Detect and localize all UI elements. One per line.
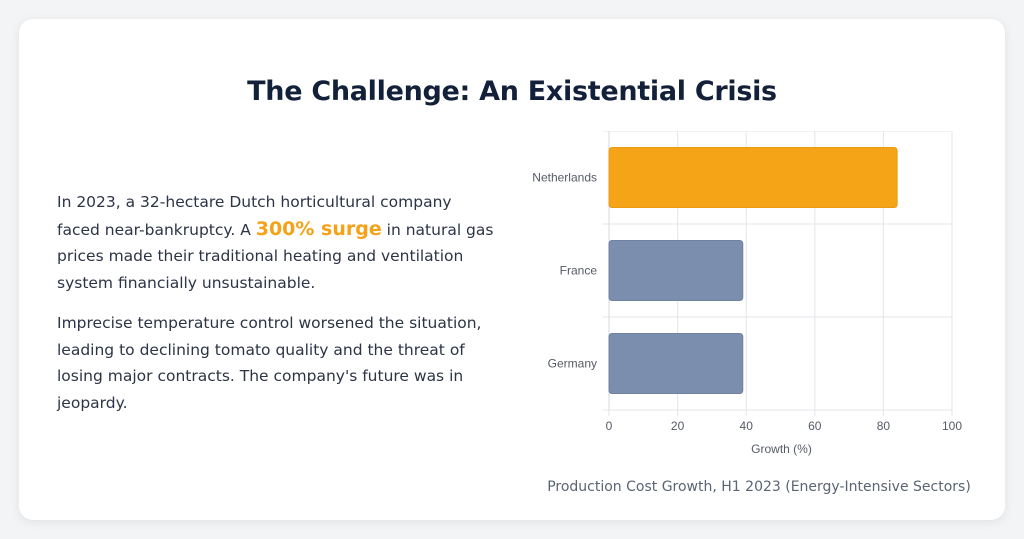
x-tick-label: 80 (877, 419, 891, 433)
x-tick-label: 40 (740, 419, 754, 433)
chart-container: Netherlands France Germany 0 20 40 60 80 100 Grow… (519, 130, 989, 501)
paragraph-1-start: In 2023, a 32-hectare Dutch horticultura… (57, 193, 452, 239)
x-tick-label: 100 (942, 419, 962, 433)
paragraph-1-end: in natural gas prices made their traditi… (57, 220, 494, 292)
content-card: The Challenge: An Existential Crisis In … (19, 19, 1005, 520)
bar-germany (608, 333, 744, 394)
description-text: In 2023, a 32-hectare Dutch horticultura… (57, 189, 497, 430)
paragraph-1: In 2023, a 32-hectare Dutch horticultura… (57, 189, 497, 296)
x-tick-label: 0 (606, 419, 613, 433)
bar-netherlands (608, 147, 898, 208)
bar-chart: Netherlands France Germany 0 20 40 60 80 100 Grow… (532, 130, 962, 456)
page-title: The Challenge: An Existential Crisis (247, 76, 777, 107)
x-tick-label: 60 (808, 419, 822, 433)
bar-france (608, 240, 744, 301)
category-label: Germany (548, 357, 597, 371)
highlight-text: 300% surge (255, 217, 382, 240)
category-label: Netherlands (532, 171, 597, 185)
chart-caption: Production Cost Growth, H1 2023 (Energy-… (547, 479, 971, 495)
category-label: France (560, 264, 598, 278)
x-tick-label: 20 (671, 419, 685, 433)
x-axis-label: Growth (%) (751, 442, 812, 456)
paragraph-2: Imprecise temperature control worsened t… (57, 314, 482, 412)
